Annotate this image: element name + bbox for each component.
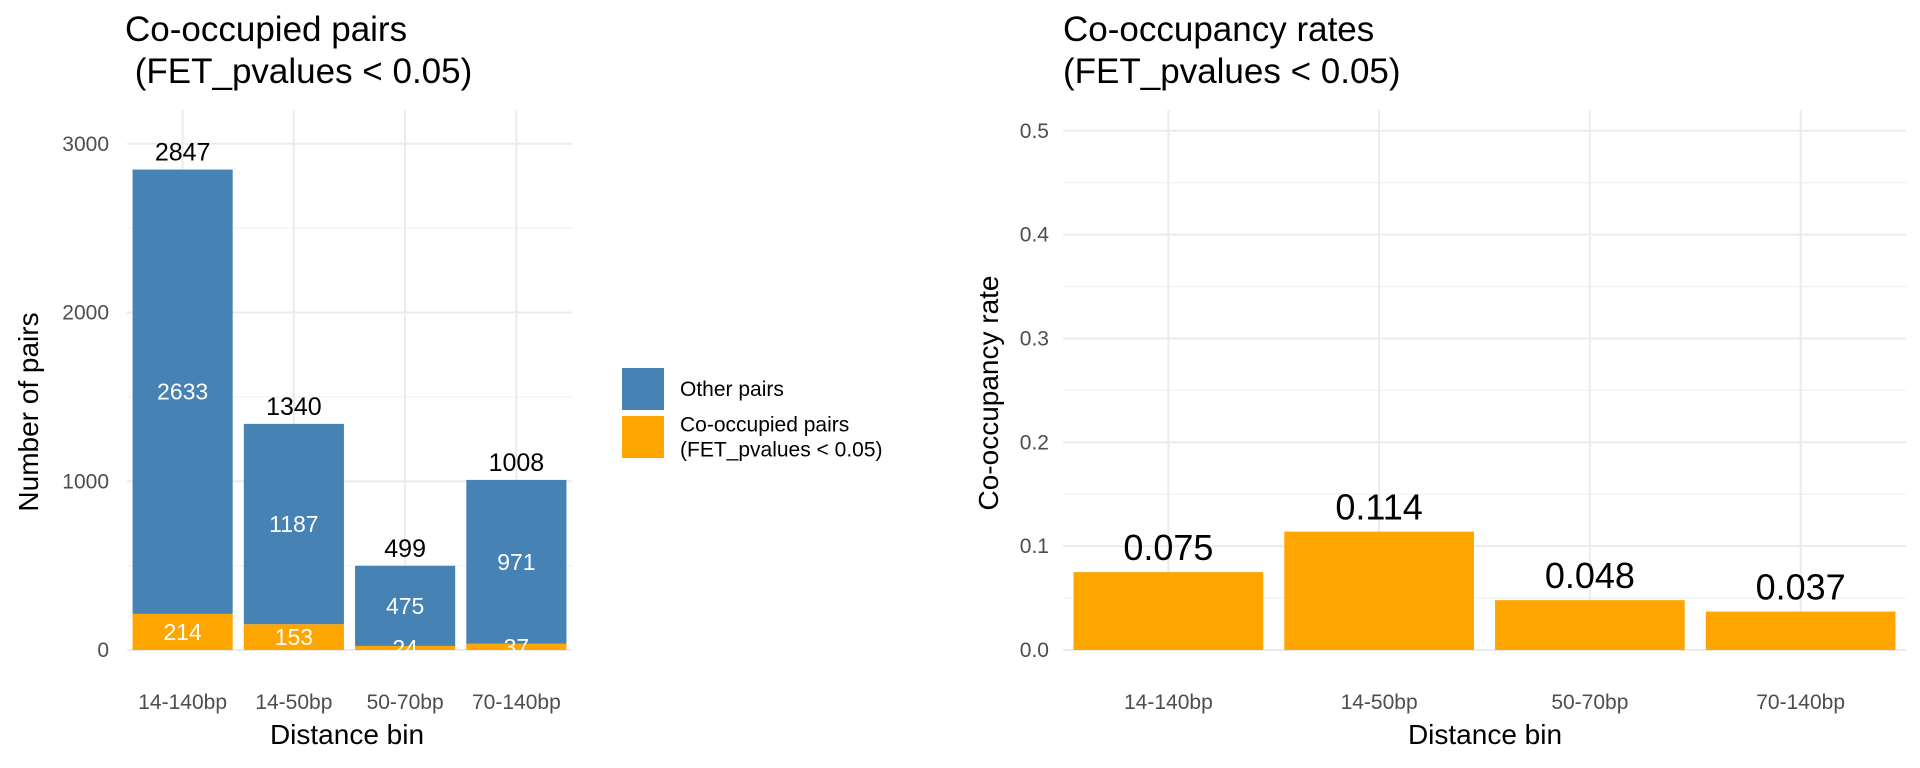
- bar-co-occupied: [466, 643, 567, 650]
- right-x-axis-title: Distance bin: [1408, 719, 1562, 750]
- legend-label-co: Co-occupied pairs: [680, 414, 849, 437]
- legend: Other pairs Co-occupied pairs(FET_pvalues…: [622, 368, 883, 462]
- left-x-tick-label: 70-140bp: [472, 691, 561, 714]
- bar-co-occupied: [132, 613, 233, 650]
- right-x-tick-label: 50-70bp: [1551, 691, 1628, 714]
- right-y-tick-labels: 0.0 0.1 0.2 0.3 0.4 0.5: [1020, 120, 1050, 662]
- rate-bar: [1495, 600, 1685, 650]
- right-y-tick-label: 0.2: [1020, 431, 1049, 454]
- right-chart-title-line2: (FET_pvalues < 0.05): [1063, 52, 1401, 91]
- left-x-tick-label: 50-70bp: [367, 691, 444, 714]
- left-chart-title-line1: Co-occupied pairs: [125, 10, 407, 49]
- right-bars: [1073, 531, 1896, 650]
- left-y-tick-labels: 0 1000 2000 3000: [62, 133, 109, 662]
- bar-total-label: 499: [384, 535, 426, 563]
- right-x-tick-labels: 14-140bp 14-50bp 50-70bp 70-140bp: [1124, 691, 1845, 714]
- bar-other-value-label: 2633: [157, 379, 208, 405]
- left-y-tick-label: 1000: [62, 470, 109, 493]
- bar-total-label: 1008: [489, 449, 545, 477]
- right-x-tick-label: 70-140bp: [1756, 691, 1845, 714]
- bar-other-pairs: [466, 479, 567, 644]
- rate-bar-label: 0.037: [1756, 567, 1846, 608]
- left-y-tick-label: 2000: [62, 302, 109, 325]
- legend-key-co: [622, 416, 664, 458]
- right-bar-labels: 0.075 0.114 0.048 0.037: [1123, 487, 1845, 608]
- rate-bar: [1073, 572, 1264, 650]
- bar-other-pairs: [132, 169, 233, 614]
- bar-co-occupied: [243, 624, 344, 650]
- bar-other-value-label: 1187: [269, 511, 318, 537]
- right-y-tick-label: 0.3: [1020, 327, 1049, 350]
- left-x-axis-title: Distance bin: [270, 719, 424, 750]
- left-bars: [132, 169, 567, 650]
- stacked-bar-panel: Co-occupied pairs (FET_pvalues < 0.05) 2…: [13, 10, 572, 750]
- bar-co-value-label: 214: [163, 619, 202, 645]
- bar-other-pairs: [355, 565, 456, 646]
- bar-total-label: 1340: [266, 393, 322, 421]
- rate-bar: [1705, 611, 1896, 650]
- bar-total-label: 2847: [155, 139, 211, 167]
- left-y-tick-label: 0: [97, 639, 109, 662]
- right-y-tick-label: 0.4: [1020, 224, 1050, 247]
- right-gridlines: [1063, 110, 1906, 651]
- bar-other-pairs: [243, 423, 344, 625]
- rate-bar-label: 0.048: [1545, 555, 1635, 596]
- rate-bar-label: 0.114: [1335, 487, 1422, 528]
- legend-label-co: (FET_pvalues < 0.05): [680, 439, 883, 462]
- bar-co-occupied: [355, 645, 456, 650]
- left-chart-title-line2: (FET_pvalues < 0.05): [125, 52, 472, 91]
- left-y-axis-title: Number of pairs: [13, 312, 44, 511]
- right-chart-title-line1: Co-occupancy rates: [1063, 10, 1374, 49]
- left-x-tick-label: 14-50bp: [255, 691, 332, 714]
- bar-other-value-label: 475: [386, 593, 424, 619]
- legend-label-other: Other pairs: [680, 378, 784, 401]
- right-y-tick-label: 0.0: [1020, 639, 1049, 662]
- bar-co-value-label: 24: [392, 635, 418, 661]
- rate-bar-panel: Co-occupancy rates (FET_pvalues < 0.05) …: [973, 10, 1906, 750]
- left-y-tick-label: 3000: [62, 133, 109, 156]
- left-x-tick-labels: 14-140bp 14-50bp 50-70bp 70-140bp: [138, 691, 561, 714]
- right-y-tick-label: 0.1: [1020, 535, 1049, 558]
- bar-other-value-label: 971: [497, 549, 535, 575]
- right-x-tick-label: 14-50bp: [1341, 691, 1418, 714]
- rate-bar: [1284, 531, 1474, 650]
- right-x-tick-label: 14-140bp: [1124, 691, 1213, 714]
- left-x-tick-label: 14-140bp: [138, 691, 227, 714]
- left-bar-labels: 2847 2633 214 1340 1187 153 499 475 24 1008 971 37: [155, 139, 544, 661]
- right-y-axis-title: Co-occupancy rate: [973, 275, 1004, 510]
- rate-bar-label: 0.075: [1123, 527, 1213, 568]
- bar-co-value-label: 153: [275, 624, 313, 650]
- bar-co-value-label: 37: [504, 634, 530, 660]
- right-y-tick-label: 0.5: [1020, 120, 1049, 143]
- legend-key-other: [622, 368, 664, 410]
